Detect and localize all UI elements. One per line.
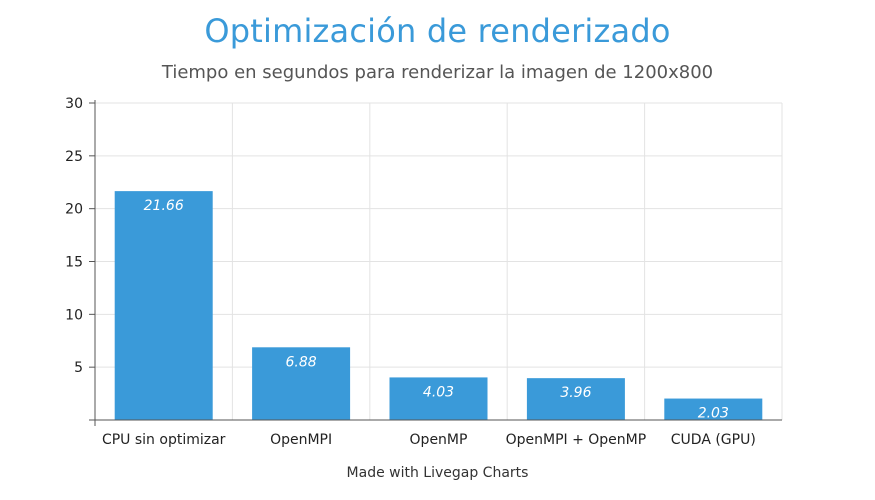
chart-title: Optimización de renderizado <box>204 12 671 50</box>
y-tick-label: 25 <box>65 149 83 165</box>
x-category-label: OpenMPI <box>270 432 332 448</box>
x-category-label: OpenMP <box>410 432 468 448</box>
bar[interactable] <box>389 377 488 420</box>
y-tick-label: 10 <box>65 307 83 323</box>
bar-data-label: 21.66 <box>144 198 184 214</box>
chart-subtitle: Tiempo en segundos para renderizar la im… <box>161 62 714 83</box>
y-tick-label: 15 <box>65 255 83 271</box>
axes-group <box>89 100 782 426</box>
footer-credit: Made with Livegap Charts <box>346 465 529 481</box>
y-tick-labels: 5 10 15 20 25 30 <box>65 96 83 376</box>
bar[interactable] <box>526 378 625 420</box>
x-category-label: OpenMPI + OpenMP <box>506 432 647 448</box>
bar[interactable] <box>664 398 763 420</box>
bar[interactable] <box>114 191 213 420</box>
bars-group <box>114 191 763 420</box>
y-tick-label: 20 <box>65 202 83 218</box>
bar-data-label: 4.03 <box>423 384 454 400</box>
data-labels: 21.66 6.88 4.03 3.96 2.03 <box>144 198 729 421</box>
y-tick-label: 30 <box>65 96 83 112</box>
x-category-labels: CPU sin optimizar OpenMPI OpenMP OpenMPI + … <box>102 432 756 448</box>
bar[interactable] <box>252 347 351 420</box>
y-tick-label: 5 <box>74 360 83 376</box>
bar-data-label: 3.96 <box>560 385 591 401</box>
x-category-label: CUDA (GPU) <box>671 432 756 448</box>
bar-data-label: 2.03 <box>698 406 729 422</box>
bar-data-label: 6.88 <box>286 354 317 370</box>
grid-lines <box>95 102 783 420</box>
x-category-label: CPU sin optimizar <box>102 432 226 448</box>
